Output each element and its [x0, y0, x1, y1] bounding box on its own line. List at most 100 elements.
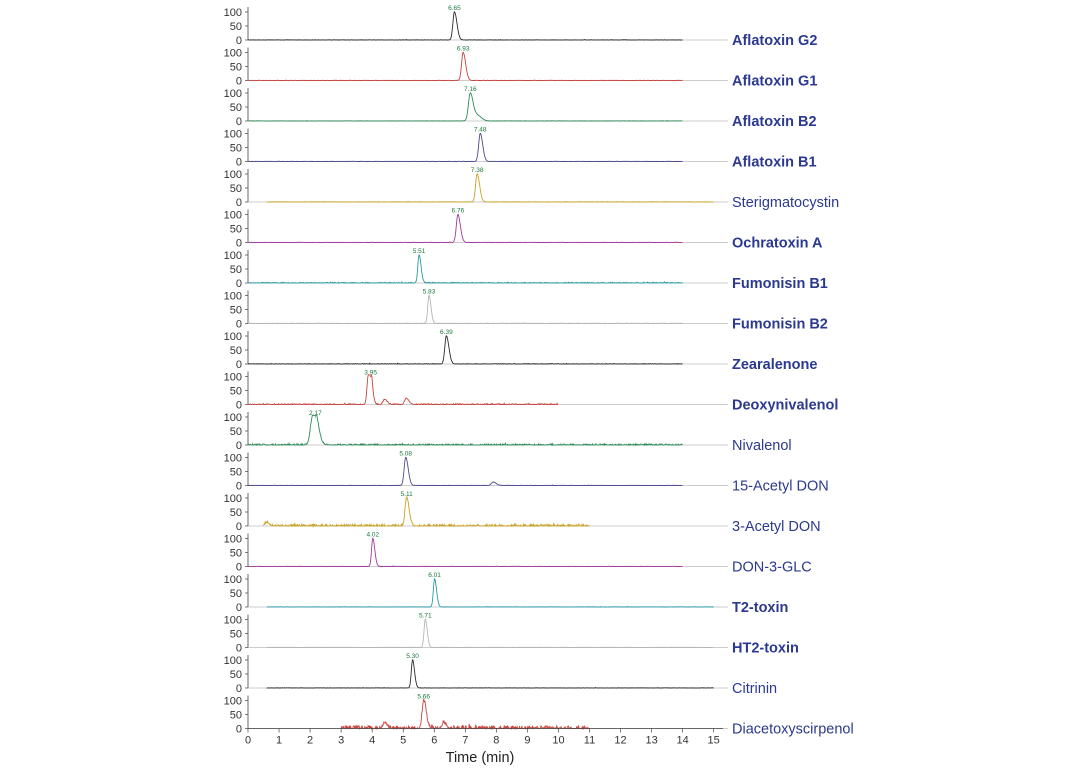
retention-time-label: 6.65 — [448, 5, 461, 12]
retention-time-label: 5.08 — [399, 451, 412, 458]
x-axis: 0 1 2 3 4 5 6 7 8 9 10 11 12 13 14 15 — [245, 728, 723, 747]
y-tick-label: 100 — [224, 412, 242, 424]
compound-name-label: Fumonisin B2 — [732, 317, 828, 333]
y-tick-label: 0 — [236, 157, 242, 169]
peak-apex-point — [428, 294, 430, 297]
x-tick-label: 4 — [369, 735, 375, 747]
x-tick-label: 3 — [338, 735, 344, 747]
y-tick-label: 50 — [230, 669, 242, 681]
peak-apex-point — [406, 497, 408, 499]
y-tick-label: 50 — [230, 548, 242, 560]
retention-time-label: 7.16 — [464, 86, 477, 93]
peak-apex-point — [370, 375, 372, 378]
trace-line — [266, 618, 714, 649]
panel-3-acetyl-don: 0 50 100 5.11 3-Acetyl DON — [224, 491, 821, 535]
x-tick-label: 2 — [307, 735, 313, 747]
y-tick-label: 0 — [236, 35, 242, 47]
panel-diacetoxyscirpenol: 0 50 100 5.66 Diacetoxyscirpenol — [224, 694, 854, 738]
retention-time-label: 5.83 — [423, 289, 436, 296]
y-tick-label: 50 — [230, 467, 242, 479]
x-axis-title: Time (min) — [446, 750, 515, 766]
retention-time-label: 6.39 — [440, 329, 453, 336]
x-tick-label: 5 — [400, 735, 406, 747]
y-tick-label: 50 — [230, 264, 242, 276]
compound-name-label: Ochratoxin A — [732, 236, 823, 252]
y-tick-label: 0 — [236, 76, 242, 88]
chromatogram-panels: 0 50 100 6.65 Aflatoxin G2 0 50 100 6.93 Aflatoxi… — [224, 5, 854, 738]
y-tick-label: 100 — [224, 655, 242, 667]
panel-nivalenol: 0 50 100 2.17 Nivalenol — [224, 410, 792, 454]
compound-name-label: Aflatoxin G2 — [732, 33, 817, 49]
compound-name-label: Citrinin — [732, 681, 777, 697]
y-tick-label: 0 — [236, 562, 242, 574]
y-tick-label: 50 — [230, 21, 242, 33]
compound-name-label: Fumonisin B1 — [732, 276, 828, 292]
panel-fumonisin-b1: 0 50 100 5.51 Fumonisin B1 — [224, 248, 828, 292]
panel-t2-toxin: 0 50 100 6.01 T2-toxin — [224, 572, 789, 616]
y-tick-label: 100 — [224, 696, 242, 708]
x-tick-label: 14 — [677, 735, 689, 747]
peak-apex-point — [457, 213, 459, 216]
y-tick-label: 100 — [224, 372, 242, 384]
peak-apex-point — [424, 618, 426, 621]
y-tick-label: 0 — [236, 197, 242, 209]
x-tick-label: 7 — [462, 735, 468, 747]
compound-name-label: Nivalenol — [732, 438, 792, 454]
trace-line — [248, 335, 683, 365]
panel-fumonisin-b2: 0 50 100 5.83 Fumonisin B2 — [224, 289, 828, 333]
y-tick-label: 100 — [224, 169, 242, 181]
trace-line — [263, 495, 590, 528]
y-tick-label: 50 — [230, 102, 242, 114]
y-tick-label: 0 — [236, 521, 242, 533]
y-tick-label: 0 — [236, 359, 242, 371]
y-tick-label: 100 — [224, 453, 242, 465]
peak-apex-point — [423, 699, 425, 702]
retention-time-label: 3.95 — [364, 370, 377, 377]
y-tick-label: 100 — [224, 7, 242, 19]
peak-apex-point — [405, 456, 407, 459]
peak-apex-point — [372, 537, 374, 540]
x-tick-label: 0 — [245, 735, 251, 747]
peak-apex-point — [433, 578, 436, 580]
y-tick-label: 100 — [224, 129, 242, 141]
panel-aflatoxin-b1: 0 50 100 7.48 Aflatoxin B1 — [224, 127, 817, 171]
x-tick-label: 8 — [493, 735, 499, 747]
panel-aflatoxin-b2: 0 50 100 7.16 Aflatoxin B2 — [224, 86, 817, 130]
y-tick-label: 50 — [230, 426, 242, 438]
peak-apex-point — [462, 51, 464, 54]
y-tick-label: 50 — [230, 588, 242, 600]
y-tick-label: 0 — [236, 400, 242, 412]
panel-15-acetyl-don: 0 50 100 5.08 15-Acetyl DON — [224, 451, 829, 495]
y-tick-label: 100 — [224, 250, 242, 262]
trace-line — [247, 254, 683, 284]
compound-name-label: Aflatoxin B1 — [732, 155, 817, 171]
peak-apex-point — [418, 254, 420, 256]
compound-name-label: 3-Acetyl DON — [732, 519, 821, 535]
panel-ochratoxin-a: 0 50 100 6.76 Ochratoxin A — [224, 208, 823, 252]
y-tick-label: 100 — [224, 493, 242, 505]
trace-line — [247, 415, 683, 447]
trace-line — [248, 374, 559, 406]
trace-line — [266, 173, 714, 203]
panel-ht2-toxin: 0 50 100 5.71 HT2-toxin — [224, 613, 799, 657]
trace-line — [266, 659, 714, 689]
retention-time-label: 5.66 — [417, 694, 430, 701]
y-tick-label: 0 — [236, 481, 242, 493]
compound-name-label: 15-Acetyl DON — [732, 479, 829, 495]
peak-apex-point — [476, 173, 478, 175]
retention-time-label: 5.71 — [419, 613, 432, 620]
retention-time-label: 5.30 — [406, 653, 419, 660]
panel-aflatoxin-g2: 0 50 100 6.65 Aflatoxin G2 — [224, 5, 818, 49]
panel-deoxynivalenol: 0 50 100 3.95 Deoxynivalenol — [224, 370, 839, 414]
trace-line — [340, 698, 590, 731]
y-tick-label: 50 — [230, 305, 242, 317]
y-tick-label: 50 — [230, 62, 242, 74]
y-tick-label: 100 — [224, 615, 242, 627]
trace-line — [247, 11, 683, 41]
compound-name-label: DON-3-GLC — [732, 560, 812, 576]
y-tick-label: 0 — [236, 116, 242, 128]
y-tick-label: 0 — [236, 724, 242, 736]
peak-apex-point — [453, 11, 456, 13]
panel-sterigmatocystin: 0 50 100 7.38 Sterigmatocystin — [224, 167, 840, 211]
